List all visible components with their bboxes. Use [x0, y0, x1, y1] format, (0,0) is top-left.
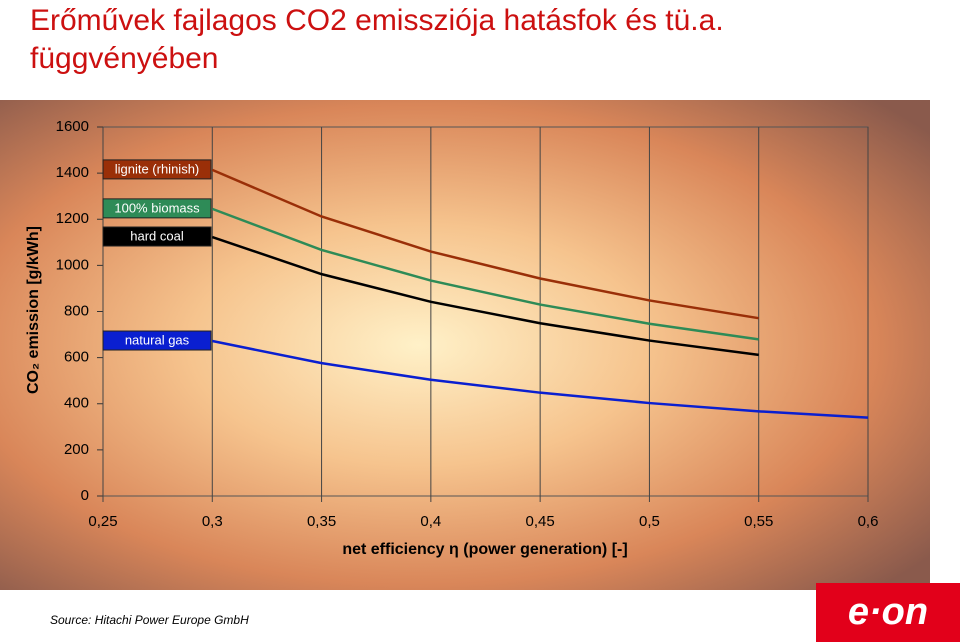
x-tick-label: 0,25	[88, 513, 117, 530]
y-tick-label: 800	[64, 302, 89, 319]
legend-label: 100% biomass	[114, 200, 200, 215]
logo: e·on	[848, 591, 928, 633]
x-tick-label: 0,45	[526, 513, 555, 530]
y-axis-title: CO₂ emission [g/kWh]	[25, 226, 42, 394]
legend-label: hard coal	[130, 228, 184, 243]
y-tick-label: 1000	[56, 256, 89, 273]
logo-box	[816, 583, 960, 642]
y-tick-label: 200	[64, 441, 89, 458]
y-tick-label: 1400	[56, 164, 89, 181]
x-tick-label: 0,3	[202, 513, 223, 530]
y-tick-label: 1200	[56, 210, 89, 227]
legend-box	[102, 226, 212, 247]
line	[211, 235, 759, 357]
x-tick-label: 0,55	[744, 513, 773, 530]
y-tick-label: 0	[81, 487, 89, 504]
x-axis-title: net efficiency η (power generation) [-]	[342, 541, 627, 558]
legend-label: natural gas	[125, 332, 190, 347]
legend-box	[102, 198, 212, 219]
x-tick-label: 0,6	[858, 513, 879, 530]
legend-box	[102, 159, 212, 180]
source: Source: Hitachi Power Europe GmbH	[50, 613, 249, 627]
title: Erőművek fajlagos CO2 emissziója hatásfo…	[30, 4, 724, 37]
x-tick-label: 0,4	[420, 513, 441, 530]
line	[212, 339, 869, 419]
x-tick-label: 0,5	[639, 513, 660, 530]
y-tick-label: 400	[64, 395, 89, 412]
y-tick-label: 600	[64, 349, 89, 366]
line	[211, 207, 759, 341]
legend-label: lignite (rhinish)	[115, 161, 200, 176]
legend-box	[102, 330, 212, 351]
y-tick-label: 1600	[56, 118, 89, 135]
title: függvényében	[30, 42, 219, 75]
x-tick-label: 0,35	[307, 513, 336, 530]
line	[211, 168, 759, 320]
